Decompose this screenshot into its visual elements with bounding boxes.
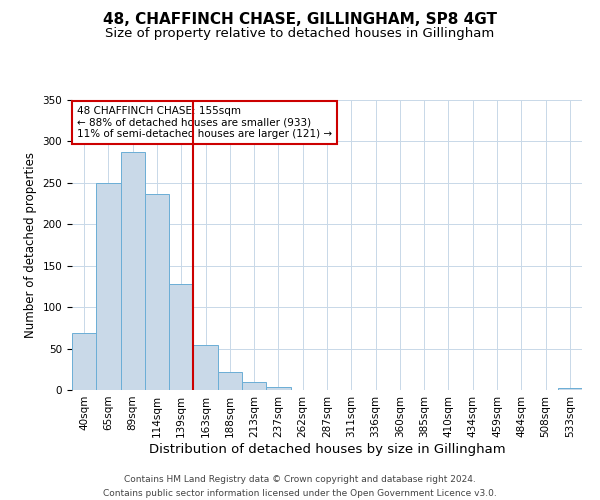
Bar [96, 183, 121, 390]
Text: 48 CHAFFINCH CHASE: 155sqm
← 88% of detached houses are smaller (933)
11% of sem: 48 CHAFFINCH CHASE: 155sqm ← 88% of deta… [77, 106, 332, 139]
Bar [121, 152, 145, 390]
Bar [558, 388, 582, 390]
Text: Size of property relative to detached houses in Gillingham: Size of property relative to detached ho… [106, 28, 494, 40]
Text: 48, CHAFFINCH CHASE, GILLINGHAM, SP8 4GT: 48, CHAFFINCH CHASE, GILLINGHAM, SP8 4GT [103, 12, 497, 28]
Bar [145, 194, 169, 390]
Bar [193, 346, 218, 390]
Y-axis label: Number of detached properties: Number of detached properties [24, 152, 37, 338]
Bar [72, 333, 96, 390]
X-axis label: Distribution of detached houses by size in Gillingham: Distribution of detached houses by size … [149, 442, 505, 456]
Text: Contains HM Land Registry data © Crown copyright and database right 2024.
Contai: Contains HM Land Registry data © Crown c… [103, 476, 497, 498]
Bar [266, 386, 290, 390]
Bar [169, 284, 193, 390]
Bar [218, 372, 242, 390]
Bar [242, 382, 266, 390]
